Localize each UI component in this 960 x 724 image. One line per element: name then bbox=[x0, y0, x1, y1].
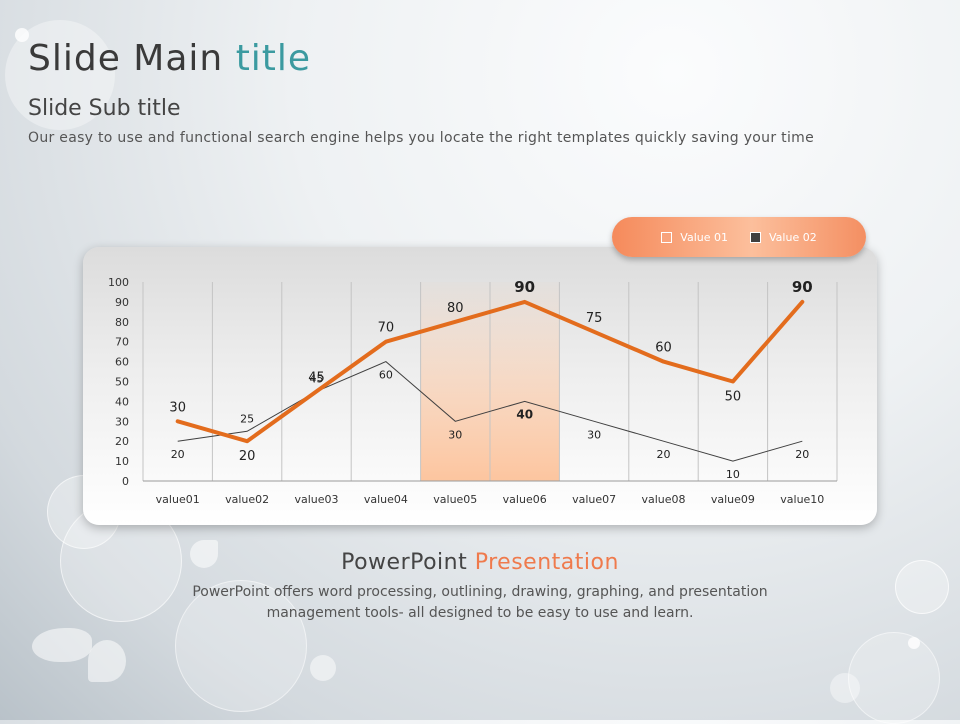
x-tick-label: value03 bbox=[294, 493, 338, 506]
slide-title: Slide Main title bbox=[28, 38, 311, 79]
data-label-value01: 45 bbox=[308, 370, 325, 385]
data-label-value02: 20 bbox=[795, 448, 809, 461]
y-tick-label: 100 bbox=[108, 276, 129, 289]
footer-title-accent: Presentation bbox=[474, 550, 619, 575]
data-label-value02: 20 bbox=[171, 448, 185, 461]
legend-swatch-series1 bbox=[661, 231, 673, 243]
data-label-value01: 70 bbox=[378, 321, 395, 336]
x-tick-label: value02 bbox=[225, 493, 269, 506]
footer-body: PowerPoint offers word processing, outli… bbox=[192, 584, 768, 621]
y-tick-label: 40 bbox=[115, 395, 129, 408]
x-tick-label: value01 bbox=[156, 493, 200, 506]
decorative-bubble bbox=[88, 640, 126, 682]
decorative-bubble bbox=[908, 637, 920, 649]
legend-item-series2: Value 02 bbox=[750, 231, 817, 244]
data-label-value02: 60 bbox=[379, 369, 393, 382]
data-label-value02: 40 bbox=[516, 407, 533, 421]
y-tick-label: 30 bbox=[115, 415, 129, 428]
series-line-value01 bbox=[175, 299, 805, 444]
legend-item-series1: Value 01 bbox=[661, 231, 728, 244]
y-tick-label: 10 bbox=[115, 455, 129, 468]
data-label-value01: 90 bbox=[514, 278, 535, 296]
data-label-value02: 30 bbox=[448, 428, 462, 441]
legend-swatch-series2 bbox=[750, 231, 761, 243]
slide-subtitle: Slide Sub title bbox=[28, 96, 181, 121]
data-label-value01: 90 bbox=[792, 278, 813, 296]
slide-title-main: Slide Main bbox=[28, 38, 236, 79]
x-tick-label: value09 bbox=[711, 493, 755, 506]
y-tick-label: 60 bbox=[115, 356, 129, 369]
x-tick-label: value10 bbox=[780, 493, 824, 506]
data-label-value02: 10 bbox=[726, 468, 740, 481]
data-label-value01: 75 bbox=[586, 311, 603, 326]
decorative-bubble bbox=[310, 655, 336, 681]
data-label-value01: 30 bbox=[169, 400, 186, 415]
decorative-bubble bbox=[32, 628, 92, 662]
x-tick-label: value08 bbox=[641, 493, 685, 506]
x-tick-label: value05 bbox=[433, 493, 477, 506]
decorative-bubble bbox=[895, 560, 949, 614]
slide-title-accent: title bbox=[235, 38, 312, 79]
chart-legend: Value 01 Value 02 bbox=[612, 217, 866, 257]
footer-title-main: PowerPoint bbox=[341, 550, 475, 575]
decorative-bubble bbox=[190, 540, 218, 568]
y-tick-label: 50 bbox=[115, 376, 129, 389]
data-label-value02: 25 bbox=[240, 412, 254, 425]
decorative-bubble bbox=[15, 28, 29, 42]
data-label-value02: 30 bbox=[587, 428, 601, 441]
x-tick-label: value07 bbox=[572, 493, 616, 506]
y-tick-label: 70 bbox=[115, 336, 129, 349]
y-tick-label: 0 bbox=[122, 475, 129, 488]
series-line-value02 bbox=[177, 361, 803, 462]
data-label-value01: 60 bbox=[655, 341, 672, 356]
data-label-value02: 45 bbox=[310, 372, 324, 385]
y-tick-label: 90 bbox=[115, 296, 129, 309]
decorative-bubble bbox=[175, 580, 307, 712]
y-tick-label: 80 bbox=[115, 316, 129, 329]
slide-description: Our easy to use and functional search en… bbox=[28, 130, 814, 146]
data-label-value01: 50 bbox=[725, 390, 742, 405]
y-tick-label: 20 bbox=[115, 435, 129, 448]
x-tick-label: value06 bbox=[503, 493, 547, 506]
footer-title: PowerPoint Presentation bbox=[0, 550, 960, 575]
x-tick-label: value04 bbox=[364, 493, 408, 506]
decorative-bubble bbox=[830, 673, 860, 703]
legend-label-series2: Value 02 bbox=[769, 230, 817, 244]
data-label-value01: 20 bbox=[239, 449, 256, 464]
data-label-value01: 80 bbox=[447, 301, 464, 316]
legend-label-series1: Value 01 bbox=[680, 230, 728, 244]
data-label-value02: 20 bbox=[657, 448, 671, 461]
